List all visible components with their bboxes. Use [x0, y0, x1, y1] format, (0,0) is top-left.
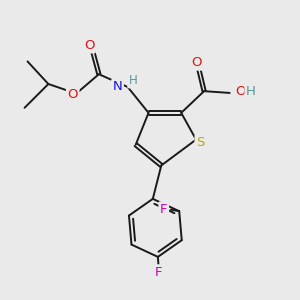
Text: O: O	[235, 85, 245, 98]
Text: F: F	[160, 203, 167, 216]
Text: H: H	[246, 85, 256, 98]
Text: S: S	[196, 136, 204, 149]
Text: H: H	[129, 74, 137, 87]
Text: O: O	[84, 39, 94, 52]
Text: F: F	[155, 266, 162, 279]
Text: O: O	[68, 88, 78, 100]
Text: N: N	[112, 80, 122, 94]
Text: O: O	[191, 56, 202, 69]
